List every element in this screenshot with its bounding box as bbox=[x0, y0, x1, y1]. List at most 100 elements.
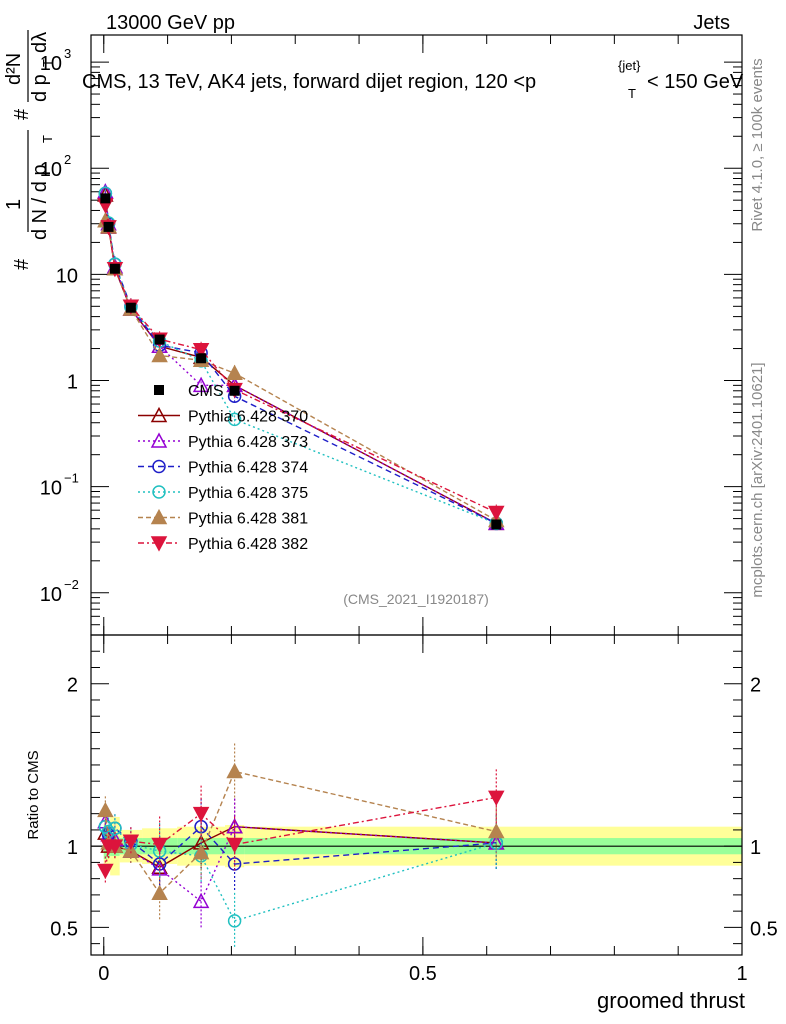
chart-title-subscript: T bbox=[628, 86, 636, 101]
ratio-point bbox=[488, 790, 505, 807]
legend-marker bbox=[150, 432, 168, 448]
y-label-T2: T bbox=[40, 59, 55, 67]
ratio-point bbox=[151, 837, 168, 854]
cms-data-point bbox=[229, 385, 240, 396]
header-left: 13000 GeV pp bbox=[106, 12, 235, 34]
ratio-point bbox=[226, 837, 243, 854]
series-line bbox=[104, 220, 497, 522]
data-point bbox=[192, 342, 210, 359]
cms-data-point bbox=[125, 302, 136, 313]
cms-data-point bbox=[196, 353, 207, 364]
y-tick-exponent: −2 bbox=[64, 577, 79, 592]
y-tick-exponent: 2 bbox=[64, 152, 71, 167]
cms-data-point bbox=[100, 193, 111, 204]
right-label-top: Rivet 4.1.0, ≥ 100k events bbox=[749, 58, 766, 231]
ratio-tick-label: 0.5 bbox=[50, 918, 78, 940]
y-tick-label: 10 bbox=[40, 159, 62, 181]
ratio-point bbox=[106, 839, 124, 855]
y-label-hash-bottom: # bbox=[11, 108, 33, 120]
y-tick-exponent: −1 bbox=[64, 471, 79, 486]
data-point bbox=[192, 376, 210, 393]
y-label-one: 1 bbox=[3, 199, 25, 210]
legend-label: Pythia 6.428 370 bbox=[188, 409, 308, 426]
chart-title-main: CMS, 13 TeV, AK4 jets, forward dijet reg… bbox=[82, 71, 536, 93]
y-tick-exponent: 3 bbox=[64, 46, 71, 61]
ratio-point bbox=[122, 842, 140, 858]
legend: CMS Pythia 6.428 370 Pythia 6.428 373 Pythi… bbox=[138, 383, 308, 553]
ratio-point bbox=[122, 834, 140, 850]
ratio-tick-label: 1 bbox=[67, 837, 78, 859]
ratio-point bbox=[226, 762, 243, 779]
chart-title: CMS, 13 TeV, AK4 jets, forward dijet reg… bbox=[82, 58, 744, 101]
ratio-tick-label: 2 bbox=[67, 675, 78, 697]
cms-data-point bbox=[154, 334, 165, 345]
y-tick-label: 10 bbox=[40, 53, 62, 75]
ratio-point bbox=[97, 801, 114, 818]
ratio-series-group bbox=[97, 743, 505, 949]
legend-entry-3: Pythia 6.428 375 bbox=[138, 485, 308, 502]
ratio-point bbox=[227, 914, 242, 928]
legend-marker bbox=[150, 406, 168, 423]
ratio-point bbox=[192, 806, 210, 823]
y-tick-label: 10 bbox=[56, 265, 78, 287]
legend-entry-2: Pythia 6.428 374 bbox=[138, 460, 308, 477]
ratio-line bbox=[104, 826, 497, 922]
legend-label: Pythia 6.428 382 bbox=[188, 536, 308, 553]
x-tick-label: 0 bbox=[98, 963, 109, 985]
y-tick-label: 10 bbox=[40, 584, 62, 606]
y-label-dlambda: dλ bbox=[29, 32, 51, 53]
ratio-tick-label-right: 0.5 bbox=[750, 918, 778, 940]
y-tick-label: 10 bbox=[40, 478, 62, 500]
x-tick-label: 0.5 bbox=[409, 963, 437, 985]
y-label-dN: d N / d p bbox=[29, 164, 51, 240]
data-point bbox=[488, 505, 505, 522]
data-point bbox=[151, 346, 168, 363]
watermark: (CMS_2021_I1920187) bbox=[343, 591, 489, 607]
series-line bbox=[104, 204, 497, 514]
legend-marker bbox=[152, 459, 166, 474]
legend-entry-4: Pythia 6.428 381 bbox=[138, 508, 308, 528]
cms-data-point bbox=[109, 263, 120, 274]
x-tick-label: 1 bbox=[736, 963, 747, 985]
data-point bbox=[227, 412, 242, 427]
y-label-dpT: d p bbox=[29, 74, 51, 102]
legend-label: Pythia 6.428 375 bbox=[188, 485, 308, 502]
ratio-point bbox=[192, 892, 210, 909]
series-line bbox=[104, 193, 497, 525]
legend-marker bbox=[150, 536, 168, 552]
legend-marker bbox=[152, 485, 166, 499]
ratio-point bbox=[97, 863, 114, 880]
legend-marker-cms bbox=[154, 385, 164, 395]
ratio-point bbox=[488, 822, 505, 839]
ratio-line bbox=[104, 825, 497, 865]
ratio-tick-label-right: 1 bbox=[750, 837, 761, 859]
right-label-bottom: mcplots.cern.ch [arXiv:2401.10621] bbox=[749, 362, 766, 597]
ratio-plot-frame bbox=[90, 634, 743, 956]
legend-label: Pythia 6.428 373 bbox=[188, 434, 308, 451]
chart-title-end: < 150 GeV bbox=[647, 71, 744, 93]
cms-data-point bbox=[491, 519, 502, 530]
main-series-group bbox=[97, 183, 505, 532]
series-4 bbox=[97, 212, 505, 529]
cms-data bbox=[100, 193, 502, 530]
ratio-series-5 bbox=[97, 769, 505, 885]
data-point bbox=[226, 364, 243, 381]
legend-entry-5: Pythia 6.428 382 bbox=[138, 536, 308, 553]
legend-label: Pythia 6.428 381 bbox=[188, 511, 308, 528]
header-right: Jets bbox=[693, 12, 730, 34]
legend-entry-cms: CMS bbox=[154, 383, 224, 400]
y-label-d2N: d²N bbox=[3, 53, 25, 85]
legend-label: Pythia 6.428 374 bbox=[188, 460, 308, 477]
ratio-tick-label-right: 2 bbox=[750, 675, 761, 697]
ratio-point bbox=[192, 844, 210, 860]
ratio-y-label: Ratio to CMS bbox=[25, 750, 42, 839]
legend-entry-1: Pythia 6.428 373 bbox=[138, 432, 308, 451]
legend-marker bbox=[150, 508, 168, 525]
chart-title-superscript: {jet} bbox=[618, 58, 641, 73]
y-tick-label: 1 bbox=[67, 371, 78, 393]
ratio-point bbox=[108, 821, 122, 836]
legend-label-cms: CMS bbox=[188, 383, 224, 400]
x-axis-label: groomed thrust bbox=[597, 988, 745, 1013]
